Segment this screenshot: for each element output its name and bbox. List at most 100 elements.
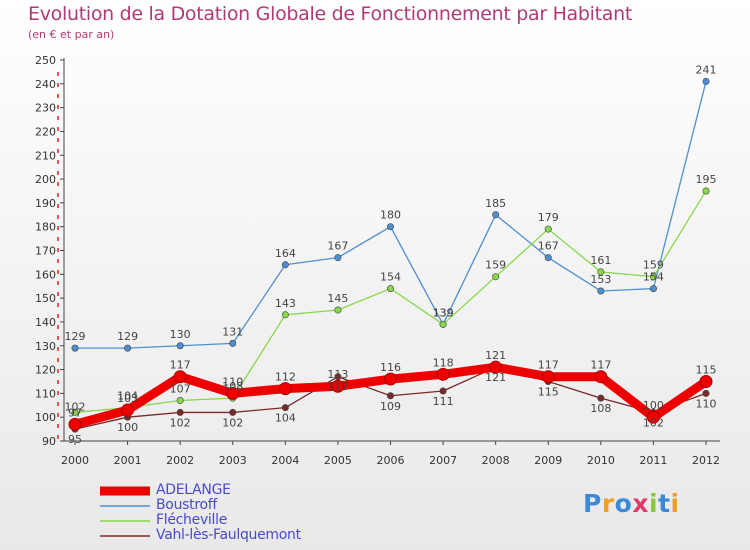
data-point — [121, 403, 135, 417]
data-point — [702, 389, 710, 397]
data-label: 102 — [643, 416, 664, 429]
data-point — [702, 77, 710, 85]
logo-letter: o — [614, 489, 633, 518]
data-point — [386, 285, 394, 293]
x-tick-label: 2002 — [166, 454, 194, 467]
logo-letter: x — [632, 489, 649, 518]
data-point — [597, 268, 605, 276]
y-tick-label: 120 — [35, 364, 56, 377]
data-label: 111 — [433, 395, 454, 408]
logo-letter: r — [601, 489, 615, 518]
legend-swatch-adelange — [100, 486, 150, 496]
data-label: 100 — [643, 399, 664, 412]
data-point — [649, 273, 657, 281]
y-tick-label: 190 — [35, 197, 56, 210]
data-label: 116 — [380, 361, 401, 374]
data-point — [649, 285, 657, 293]
data-label: 110 — [696, 397, 717, 410]
proxiti-logo: Proxiti — [583, 489, 680, 518]
data-point — [334, 254, 342, 262]
data-point — [492, 211, 500, 219]
y-tick-label: 160 — [35, 268, 56, 281]
y-tick-label: 240 — [35, 78, 56, 91]
data-point — [492, 273, 500, 281]
data-point — [386, 392, 394, 400]
y-tick-label: 100 — [35, 411, 56, 424]
data-point — [176, 397, 184, 405]
data-point — [334, 306, 342, 314]
y-tick-label: 90 — [42, 435, 56, 448]
data-label: 159 — [485, 259, 506, 272]
data-label: 104 — [117, 390, 138, 403]
data-label: 145 — [327, 292, 348, 305]
data-label: 167 — [327, 240, 348, 253]
data-point — [176, 408, 184, 416]
legend-item-flecheville: Flécheville — [100, 512, 360, 529]
y-tick-label: 200 — [35, 173, 56, 186]
data-label: 161 — [590, 254, 611, 267]
data-point — [544, 225, 552, 233]
x-tick-label: 2003 — [219, 454, 247, 467]
data-label: 100 — [117, 421, 138, 434]
legend-item-adelange: ADELANGE — [100, 482, 360, 499]
data-point — [229, 408, 237, 416]
data-label: 102 — [222, 416, 243, 429]
legend-label-adelange: ADELANGE — [156, 482, 231, 498]
data-point — [281, 261, 289, 269]
data-label: 107 — [170, 383, 191, 396]
data-label: 129 — [117, 330, 138, 343]
data-point — [439, 387, 447, 395]
legend-swatch-boustroff — [100, 505, 150, 507]
data-point — [173, 370, 187, 384]
data-label: 113 — [327, 368, 348, 381]
data-label: 118 — [433, 356, 454, 369]
data-label: 129 — [65, 330, 86, 343]
y-tick-label: 210 — [35, 149, 56, 162]
data-label: 108 — [590, 402, 611, 415]
y-tick-label: 170 — [35, 245, 56, 258]
y-tick-label: 180 — [35, 221, 56, 234]
data-label: 102 — [65, 400, 86, 413]
data-label: 131 — [222, 325, 243, 338]
data-point — [439, 320, 447, 328]
data-point — [176, 342, 184, 350]
y-tick-label: 230 — [35, 102, 56, 115]
data-label: 103 — [117, 392, 138, 405]
data-label: 153 — [590, 273, 611, 286]
legend-swatch-vahl-les-faulquemont — [100, 535, 150, 537]
data-label: 180 — [380, 209, 401, 222]
x-tick-label: 2010 — [587, 454, 615, 467]
data-label: 102 — [170, 416, 191, 429]
data-point — [281, 311, 289, 319]
data-label: 159 — [643, 259, 664, 272]
x-tick-label: 2004 — [271, 454, 299, 467]
data-label: 179 — [538, 211, 559, 224]
data-point — [541, 370, 555, 384]
data-label: 195 — [696, 173, 717, 186]
legend-swatch-flecheville — [100, 520, 150, 522]
y-tick-label: 110 — [35, 387, 56, 400]
data-label: 185 — [485, 197, 506, 210]
data-point — [124, 344, 132, 352]
x-tick-label: 2006 — [377, 454, 405, 467]
logo-letter: i — [649, 489, 659, 518]
data-label: 117 — [538, 359, 559, 372]
y-tick-label: 140 — [35, 316, 56, 329]
x-tick-label: 2009 — [534, 454, 562, 467]
y-tick-label: 150 — [35, 292, 56, 305]
x-tick-label: 2000 — [61, 454, 89, 467]
data-label: 108 — [222, 380, 243, 393]
data-label: 109 — [380, 400, 401, 413]
data-label: 130 — [170, 328, 191, 341]
data-point — [544, 254, 552, 262]
data-label: 139 — [433, 306, 454, 319]
x-tick-label: 2005 — [324, 454, 352, 467]
y-tick-label: 220 — [35, 125, 56, 138]
data-label: 104 — [275, 412, 296, 425]
data-label: 115 — [538, 385, 559, 398]
chart-title: Evolution de la Dotation Globale de Fonc… — [28, 3, 633, 25]
data-point — [436, 367, 450, 381]
legend-item-boustroff: Boustroff — [100, 497, 360, 514]
data-label: 154 — [643, 271, 664, 284]
data-point — [489, 360, 503, 374]
